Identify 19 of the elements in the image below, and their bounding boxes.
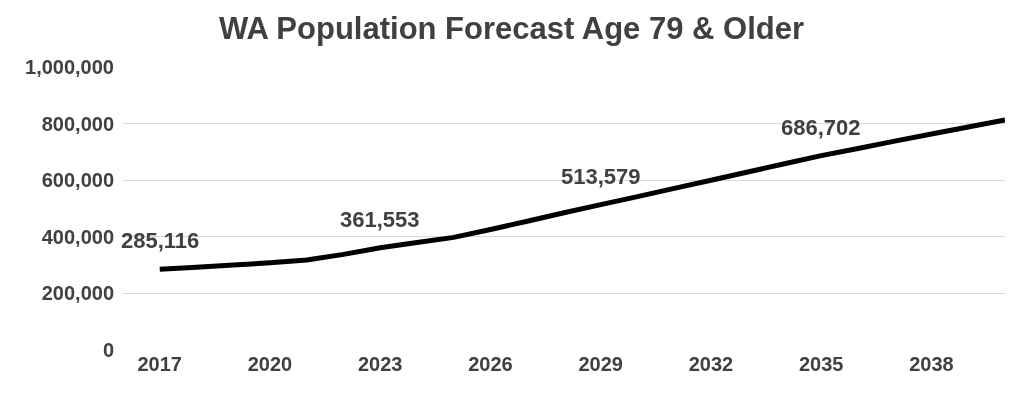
data-label: 513,579: [561, 164, 641, 189]
x-tick-label: 2038: [909, 353, 954, 375]
y-tick-label: 600,000: [41, 169, 114, 192]
data-label: 285,116: [121, 228, 200, 253]
chart-title: WA Population Forecast Age 79 & Older: [218, 10, 805, 46]
y-tick-label: 200,000: [41, 282, 114, 305]
x-tick-label: 2023: [358, 353, 403, 375]
x-tick-label: 2020: [247, 353, 293, 375]
x-tick-label: 2029: [578, 353, 623, 375]
x-tick-label: 2026: [468, 353, 513, 375]
data-label: 686,702: [781, 115, 861, 140]
x-tick-label: 2035: [799, 353, 844, 375]
y-tick-label: 800,000: [41, 112, 114, 135]
data-label: 361,553: [340, 207, 420, 232]
y-tick-label: 0: [102, 339, 114, 361]
y-tick-label: 1,000,000: [25, 56, 114, 78]
x-tick-label: 2017: [137, 353, 182, 375]
y-tick-label: 400,000: [41, 225, 114, 248]
x-tick-label: 2032: [688, 353, 734, 375]
